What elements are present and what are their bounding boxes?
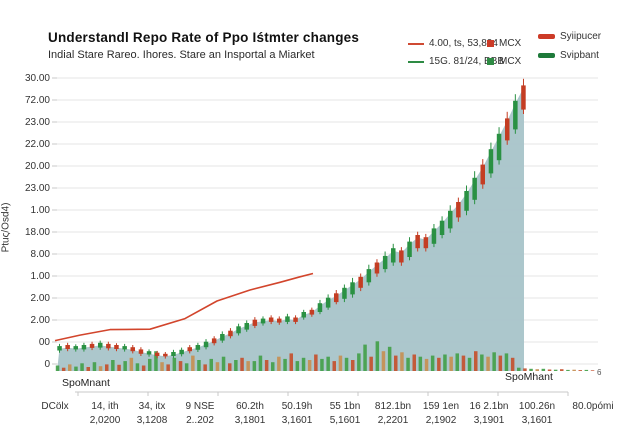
x-tick-label: 80.0pómi <box>572 401 614 412</box>
annotation-bottom-left: SpoMnant <box>62 377 110 389</box>
x-tick-label: 50.19h 3,1601 <box>281 401 313 426</box>
x-tick-label: DCölx <box>41 401 69 412</box>
x-tick-label: 60.2th 3,1801 <box>234 401 266 426</box>
x-tick-label: 812.1bn 2,2201 <box>374 401 412 426</box>
y-tick-label: 18.00 <box>24 227 50 238</box>
y-tick-label: 8.00 <box>30 249 50 260</box>
legend-item-mcx-green: MCX <box>487 56 521 67</box>
red-dash-swatch-icon <box>538 34 555 39</box>
annotation-right-note: 6 <box>597 368 602 377</box>
chart-title: Understandl Repo Rate of Ppo Iśtmter cha… <box>48 30 360 45</box>
y-tick-label: 1.00 <box>30 271 50 282</box>
x-tick-label: 14, ith 2,0200 <box>89 401 121 426</box>
x-tick-label: 100.26n 3,1601 <box>518 401 556 426</box>
legend-label: MCX <box>499 38 522 49</box>
chart-subtitle: Indial Stare Rareo. Ihores. Stare an Ins… <box>48 49 315 61</box>
legend-item-syiipucer: Syiipucer <box>538 31 601 42</box>
green-square-swatch-icon <box>487 58 494 65</box>
x-tick-label: 34, itx 3,1208 <box>136 401 168 426</box>
legend-label: Svipbant <box>560 50 599 61</box>
y-tick-label: 30.00 <box>24 73 50 84</box>
x-tick-label: 159 1en 2,1902 <box>422 401 460 426</box>
y-tick-label: 23.00 <box>24 117 50 128</box>
x-tick-label: 9 NSE 2..202 <box>185 401 215 426</box>
y-tick-label: 72.00 <box>24 95 50 106</box>
y-tick-label: 22.00 <box>24 139 50 150</box>
legend-item-green-line: 15G. 81/24, BBB <box>408 56 504 67</box>
y-tick-label: 1.00 <box>30 205 50 216</box>
legend-label: MCX <box>499 56 522 67</box>
legend-item-svipbant: Svipbant <box>538 50 599 61</box>
x-tick-label: 16 2.1bn 3,1901 <box>469 401 509 426</box>
green-dash-swatch-icon <box>538 53 555 58</box>
y-tick-label: 23.00 <box>24 183 50 194</box>
y-tick-label: 0 <box>44 359 50 370</box>
annotation-bottom-right: SpoMhant <box>505 371 553 383</box>
y-tick-label: 20.00 <box>24 161 50 172</box>
legend-label: Syiipucer <box>560 31 602 42</box>
legend-item-red-line: 4.00, ts, 53,894 <box>408 38 498 49</box>
green-line-swatch-icon <box>408 60 424 63</box>
red-line-swatch-icon <box>408 42 424 45</box>
y-tick-label: 2.00 <box>30 293 50 304</box>
x-tick-label: 55 1bn 5,1601 <box>329 401 361 426</box>
red-square-swatch-icon <box>487 40 494 47</box>
y-tick-label: 00 <box>38 337 50 348</box>
legend-item-mcx-red: MCX <box>487 38 521 49</box>
y-tick-label: 2.00 <box>30 315 50 326</box>
legend-label: 15G. 81/24, BBB <box>429 56 505 67</box>
legend-label: 4.00, ts, 53,894 <box>429 38 498 49</box>
